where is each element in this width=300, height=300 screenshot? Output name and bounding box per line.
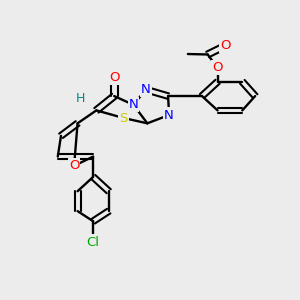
Text: O: O — [109, 71, 119, 84]
Text: O: O — [212, 61, 223, 74]
Text: N: N — [129, 98, 138, 111]
Text: Cl: Cl — [87, 236, 100, 249]
Text: O: O — [69, 159, 80, 172]
Text: S: S — [119, 112, 128, 124]
Text: O: O — [220, 39, 231, 52]
Text: H: H — [75, 92, 85, 105]
Text: N: N — [164, 109, 174, 122]
Text: N: N — [141, 83, 151, 96]
